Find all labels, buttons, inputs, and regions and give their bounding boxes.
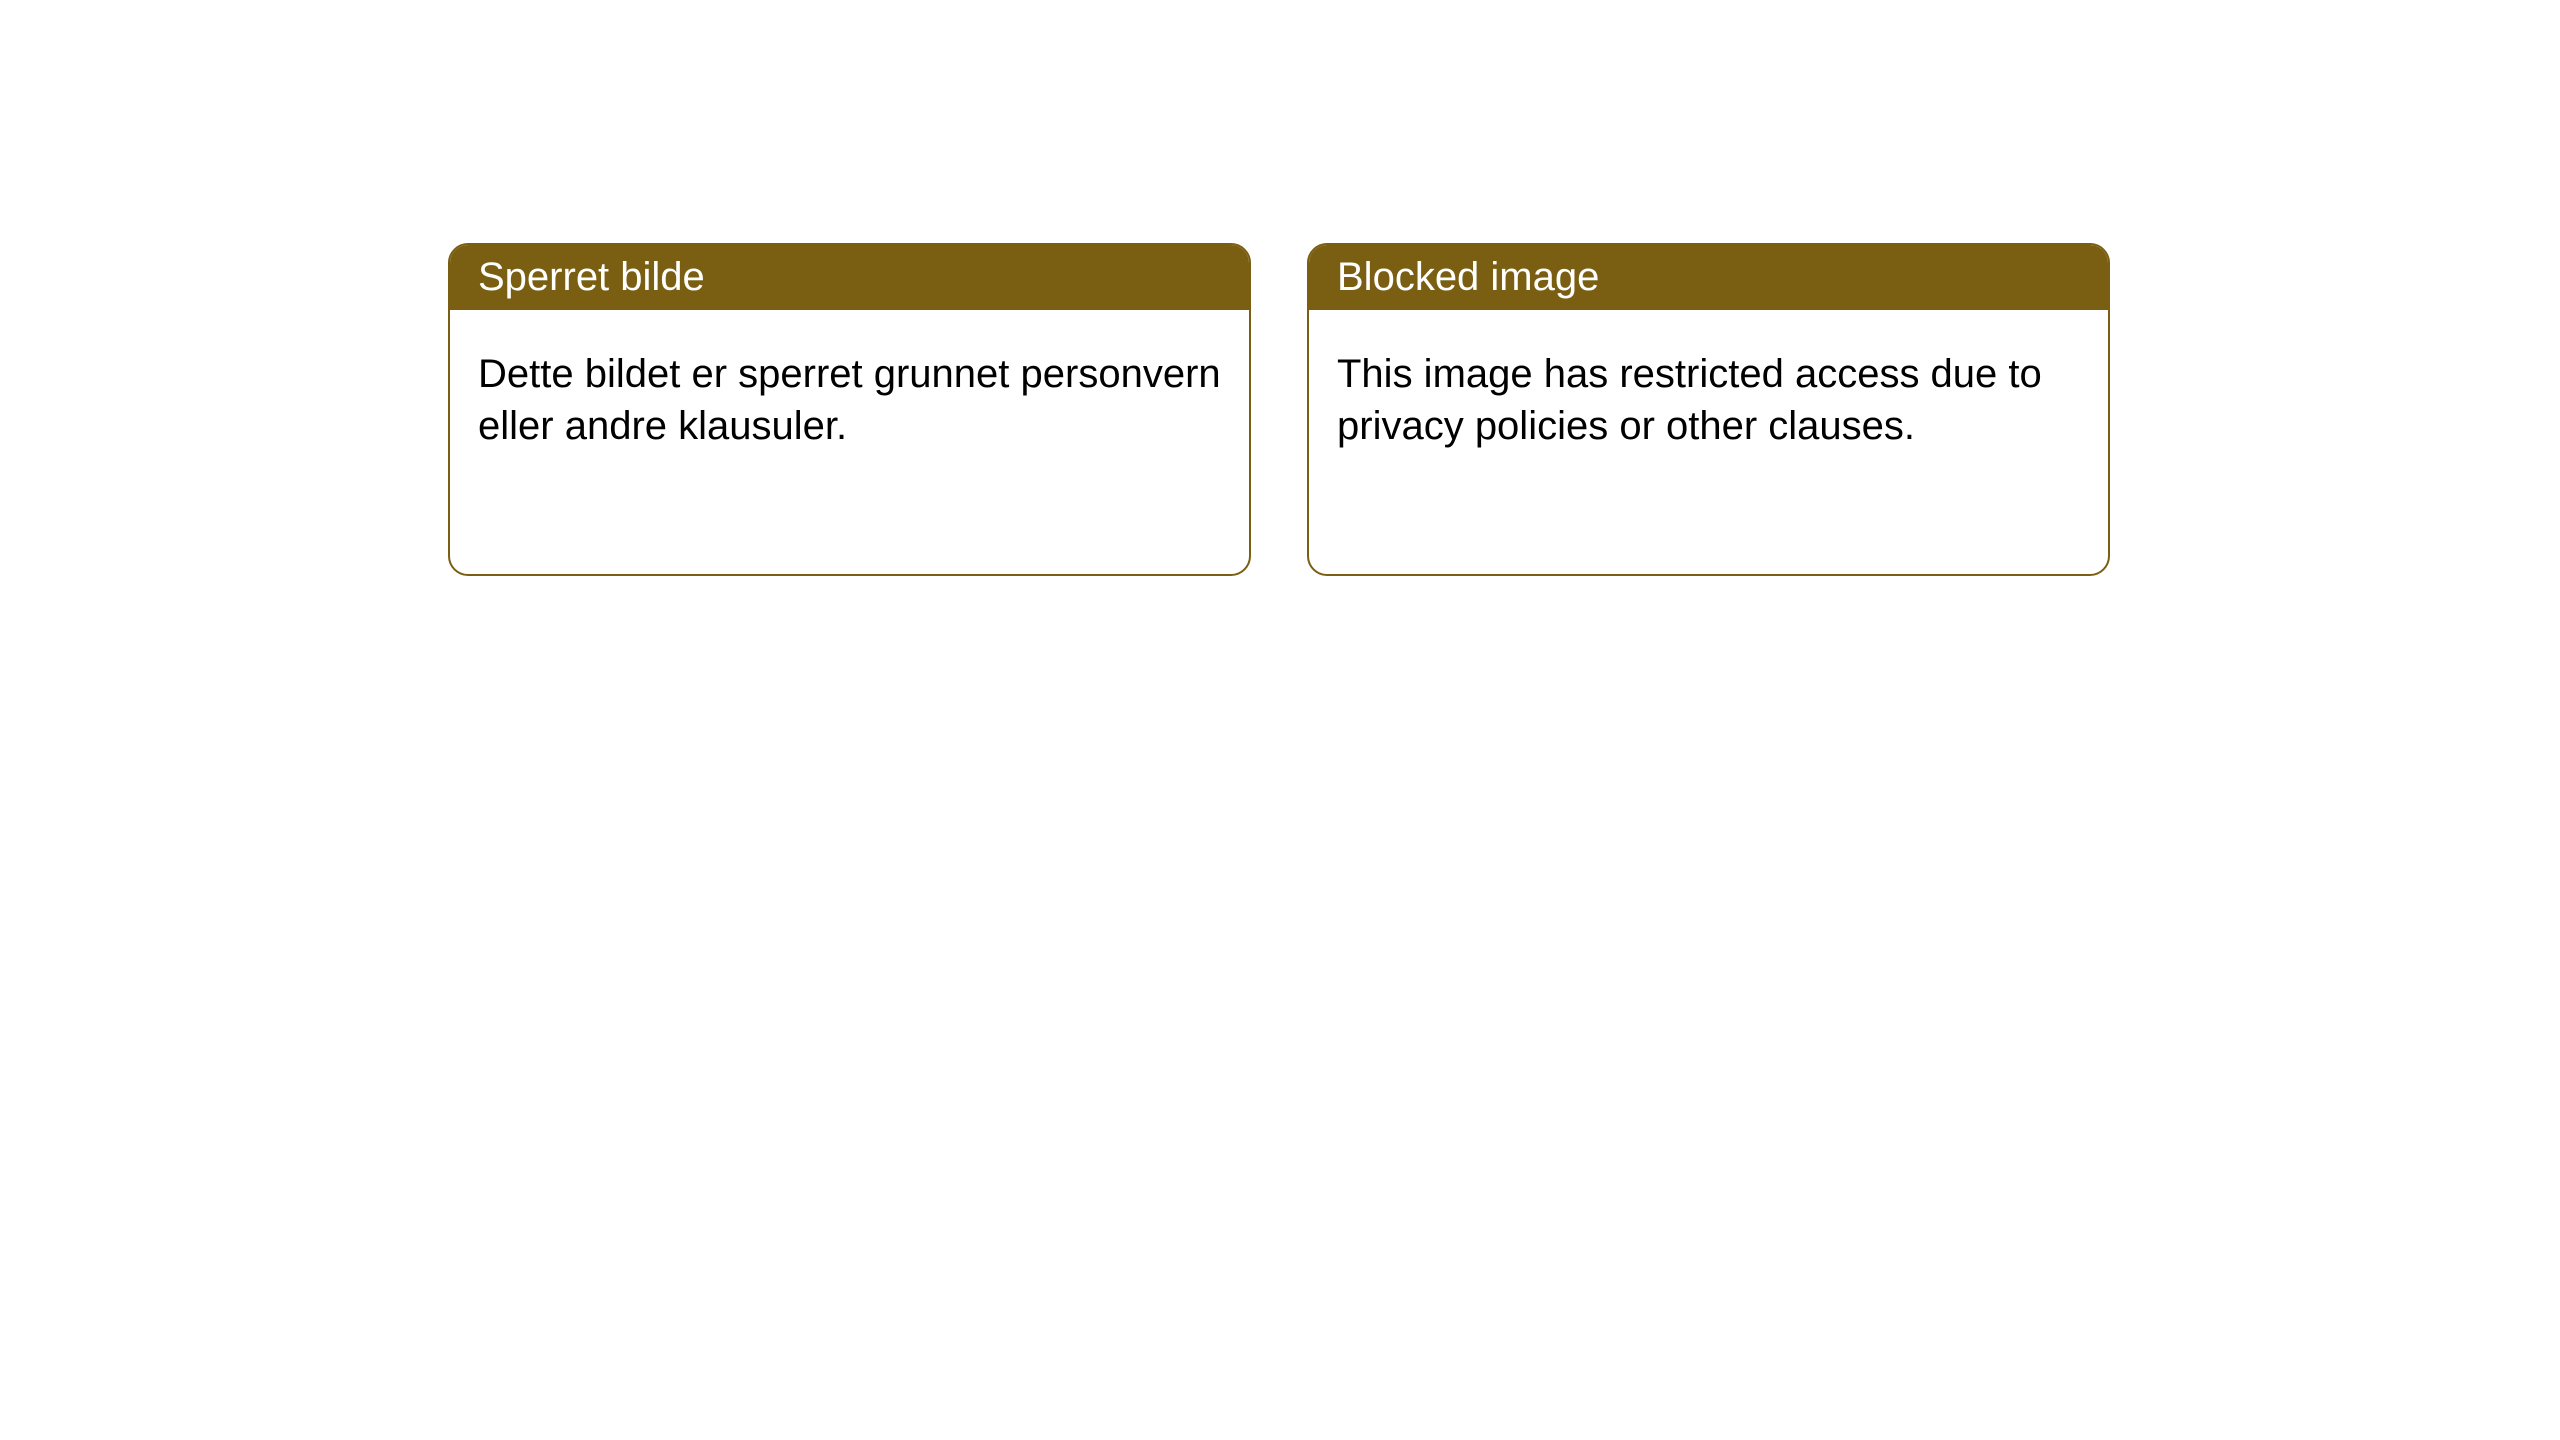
card-body-english: This image has restricted access due to …: [1309, 310, 2108, 490]
blocked-image-card-norwegian: Sperret bilde Dette bildet er sperret gr…: [448, 243, 1251, 576]
card-header-english: Blocked image: [1309, 245, 2108, 310]
card-header-norwegian: Sperret bilde: [450, 245, 1249, 310]
notice-cards-container: Sperret bilde Dette bildet er sperret gr…: [0, 0, 2560, 576]
blocked-image-card-english: Blocked image This image has restricted …: [1307, 243, 2110, 576]
card-body-norwegian: Dette bildet er sperret grunnet personve…: [450, 310, 1249, 490]
